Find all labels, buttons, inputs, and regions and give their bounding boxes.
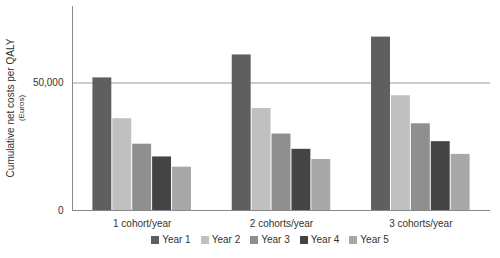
svg-text:0: 0 [58,205,64,216]
html-text:Year 1: Year 1 [162,234,191,245]
svg-text:1 cohort/year: 1 cohort/year [113,218,172,229]
html-text:Year 3: Year 3 [261,234,290,245]
html-text:Year 5: Year 5 [360,234,389,245]
svg-text:3 cohorts/year: 3 cohorts/year [389,218,453,229]
html-text:Year 2: Year 2 [211,234,241,245]
svg-text:2 cohorts/year: 2 cohorts/year [250,218,314,229]
html-text:Year 4: Year 4 [310,234,340,245]
svg-text:Cumulative net costs per QALY(: Cumulative net costs per QALY(Euros) [5,38,26,177]
svg-text:50,000: 50,000 [33,77,64,88]
